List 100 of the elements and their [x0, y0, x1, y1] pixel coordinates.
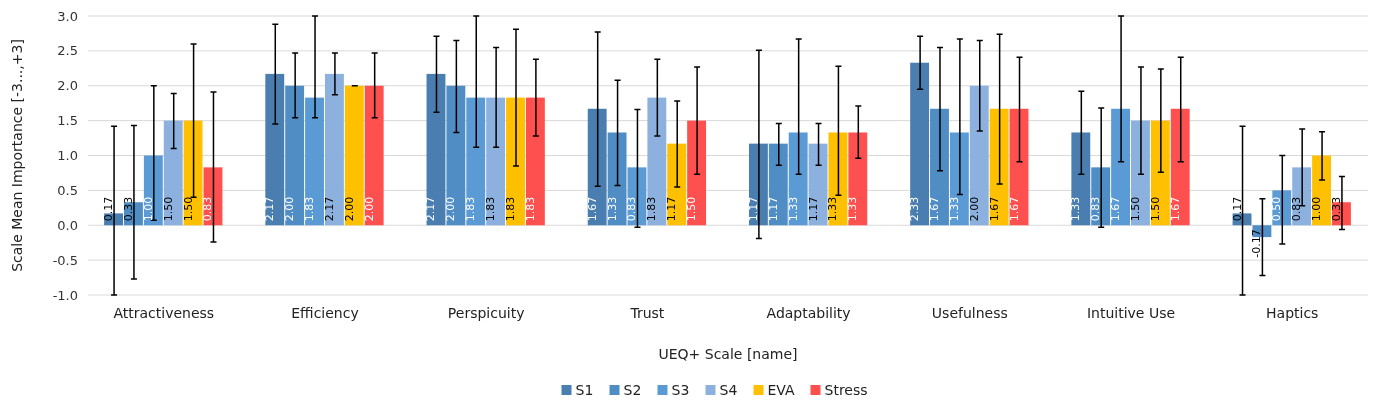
x-tick-label: Adaptability	[766, 305, 851, 321]
bar	[285, 85, 305, 226]
text: 1.83	[303, 196, 317, 222]
y-tick-label: 3.0	[57, 8, 78, 24]
x-tick-label: Haptics	[1266, 305, 1319, 321]
bar	[930, 108, 949, 226]
text: 1.50	[1148, 196, 1162, 222]
text: 0.33	[1329, 196, 1343, 222]
bar	[506, 97, 525, 226]
legend-label: Stress	[824, 382, 868, 398]
text: 1.67	[585, 196, 599, 222]
y-axis-title: Scale Mean Importance [-3...,+3]	[9, 39, 25, 272]
text: 0.50	[1270, 196, 1284, 222]
bar	[525, 97, 545, 226]
bar	[607, 132, 627, 226]
text: 0.17	[1230, 196, 1244, 222]
text: 1.83	[484, 196, 498, 222]
text: 1.50	[161, 196, 175, 222]
text: 1.33	[605, 196, 619, 222]
text: 2.17	[322, 196, 336, 222]
x-axis-title: UEQ+ Scale [name]	[658, 346, 798, 362]
y-tick-label: -1.0	[52, 287, 78, 303]
y-tick-label: 0.5	[57, 182, 78, 198]
x-tick-label: Usefulness	[931, 305, 1008, 321]
text: 1.67	[1007, 196, 1021, 222]
text: 1.83	[523, 196, 537, 222]
text: 1.83	[464, 196, 478, 222]
text: 0.83	[625, 196, 639, 222]
legend-label: S3	[671, 382, 690, 398]
bar	[910, 62, 930, 226]
text: 1.33	[1069, 196, 1083, 222]
y-tick-label: 2.0	[57, 78, 78, 94]
bar	[687, 120, 707, 226]
text: 2.00	[342, 196, 356, 222]
bar	[768, 143, 788, 226]
bar	[828, 132, 848, 226]
text: 1.00	[1310, 196, 1324, 222]
y-tick-label: 0.0	[57, 217, 78, 233]
text: 2.00	[283, 196, 297, 222]
bar	[486, 97, 506, 226]
legend-label: EVA	[767, 382, 796, 398]
text: 2.00	[362, 196, 376, 222]
bar	[788, 132, 808, 226]
x-tick-label: Efficiency	[291, 305, 359, 321]
legend-label: S1	[575, 382, 594, 398]
text: 1.17	[665, 196, 679, 222]
legend-label: S4	[719, 382, 738, 398]
bar	[183, 120, 203, 226]
y-tick-label: 1.5	[57, 113, 78, 129]
x-tick-label: Intuitive Use	[1086, 305, 1176, 321]
bar	[344, 85, 364, 226]
text: 2.17	[424, 196, 438, 222]
bar	[1150, 120, 1170, 226]
text: 1.17	[806, 196, 820, 222]
y-tick-label: 1.0	[57, 148, 78, 164]
text: 0.33	[121, 196, 135, 222]
bar	[324, 73, 344, 226]
bar	[848, 132, 868, 226]
text: -0.17	[1250, 229, 1264, 258]
bar	[1131, 120, 1150, 226]
text: 1.17	[746, 196, 760, 222]
bar	[163, 120, 183, 226]
text: 1.33	[947, 196, 961, 222]
x-tick-label: Trust	[629, 305, 665, 321]
text: 1.67	[987, 196, 1001, 222]
text: 1.83	[645, 196, 659, 222]
bar	[587, 108, 607, 226]
legend-label: S2	[623, 382, 642, 398]
x-tick-label: Perspicuity	[447, 305, 525, 321]
text: 1.67	[1168, 196, 1182, 222]
text: 2.17	[263, 196, 277, 222]
text: 1.33	[846, 196, 860, 222]
text: 2.00	[967, 196, 981, 222]
text: 1.67	[927, 196, 941, 222]
text: 0.83	[201, 196, 215, 222]
y-tick-label: -0.5	[52, 252, 78, 268]
text: 0.17	[102, 196, 116, 222]
text: 1.67	[1109, 196, 1123, 222]
text: 1.83	[504, 196, 518, 222]
text: 1.50	[1128, 196, 1142, 222]
bar	[305, 97, 324, 226]
bar	[1071, 132, 1091, 226]
bar	[466, 97, 486, 226]
bar	[647, 97, 667, 226]
bar	[446, 85, 466, 226]
bar	[989, 108, 1009, 226]
text: 1.33	[786, 196, 800, 222]
bar	[1170, 108, 1190, 226]
text: 1.50	[181, 196, 195, 222]
bar	[426, 73, 446, 226]
text: 1.00	[141, 196, 155, 222]
y-tick-label: 2.5	[57, 43, 78, 59]
text: 1.33	[826, 196, 840, 222]
bar	[969, 85, 989, 226]
x-tick-label: Attractiveness	[113, 305, 215, 321]
text: 0.83	[1290, 196, 1304, 222]
bar	[265, 73, 285, 226]
text: 1.17	[766, 196, 780, 222]
text: 1.50	[685, 196, 699, 222]
bar	[364, 85, 384, 226]
